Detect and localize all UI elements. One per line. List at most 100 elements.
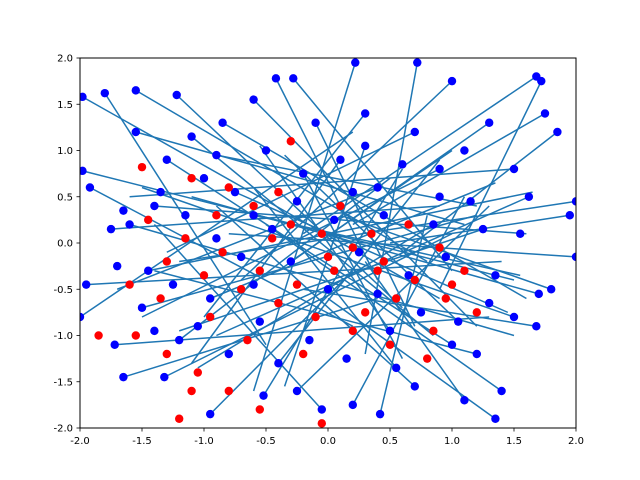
x-tick-label: -1.5 [132,436,152,447]
red-point [193,368,202,377]
red-point [224,183,233,192]
blue-point [460,396,469,405]
blue-point [168,280,178,289]
blue-point [160,372,169,382]
blue-point [466,197,475,206]
segment-line [166,131,416,253]
blue-point [259,391,268,400]
blue-point [392,363,401,373]
segment-line [209,182,496,300]
x-tick-label: 0.5 [382,436,398,447]
red-point [441,294,450,303]
blue-point [261,146,271,155]
segment-line [148,191,533,272]
blue-point [485,118,494,127]
blue-point [323,285,333,294]
x-tick-label: -1.0 [194,436,214,447]
blue-point [80,92,87,102]
segment-line [352,196,466,406]
blue-point [193,322,202,331]
y-tick-label: -2.0 [53,424,73,435]
y-tick-label: -1.5 [53,377,73,388]
blue-point [119,206,128,215]
blue-point [398,160,407,169]
blue-point [547,285,556,294]
segment-line [352,112,546,226]
blue-point [249,280,258,289]
blue-point [447,340,457,349]
segment-line [253,214,521,277]
red-point [423,354,432,363]
blue-point [354,248,364,257]
red-point [286,220,295,229]
blue-point [206,409,215,419]
blue-point [537,76,546,86]
red-point [137,162,147,172]
blue-point [305,335,314,345]
red-point [292,280,302,289]
blue-point [342,354,351,363]
red-point [311,312,320,322]
segment-line [89,186,354,327]
blue-point [144,266,153,275]
segment-line [290,149,453,263]
blue-point [330,215,339,225]
segment-line [135,131,465,226]
segment-line [166,159,453,346]
blue-point [187,132,196,141]
segment-lines [80,62,576,420]
blue-point [206,294,215,303]
segment-line [216,154,477,207]
blue-point [156,187,165,197]
y-tick-label: -0.5 [53,285,73,296]
blue-point [460,146,469,155]
blue-points [80,58,576,423]
red-point [255,405,264,414]
red-point [385,340,395,349]
blue-point [80,166,87,176]
red-point [410,275,419,285]
blue-point [454,317,463,326]
blue-point [361,141,370,151]
blue-point [175,335,184,345]
segment-line [86,260,502,286]
red-point [187,386,196,396]
red-point [131,331,140,340]
blue-point [249,211,258,220]
blue-point [317,405,326,414]
segment-line [234,191,509,314]
segment-line [129,168,515,198]
blue-point [113,261,122,271]
segment-line [178,228,484,332]
segment-line [262,168,404,397]
blue-point [212,234,221,243]
red-point [361,308,370,317]
red-point [348,243,357,252]
blue-point [249,95,258,104]
blue-point [534,289,543,299]
blue-point [150,201,159,211]
blue-point [125,220,134,229]
red-point [243,335,252,345]
blue-point [274,359,283,368]
red-point [286,137,295,146]
blue-point [497,386,506,396]
red-point [274,187,283,197]
segment-line [176,94,403,309]
red-point [187,174,196,183]
blue-point [540,109,550,118]
y-tick-label: 0.0 [57,239,73,250]
x-tick-label: 2.0 [568,436,584,447]
blue-point [212,150,221,160]
blue-point [351,58,360,67]
red-point [472,308,481,317]
red-point [435,243,444,252]
red-points [94,137,481,428]
blue-point [237,252,246,262]
blue-point [485,298,494,308]
blue-point [271,74,281,83]
segment-line [340,214,552,290]
red-point [373,266,382,275]
red-point [224,386,233,396]
red-point [206,312,215,322]
